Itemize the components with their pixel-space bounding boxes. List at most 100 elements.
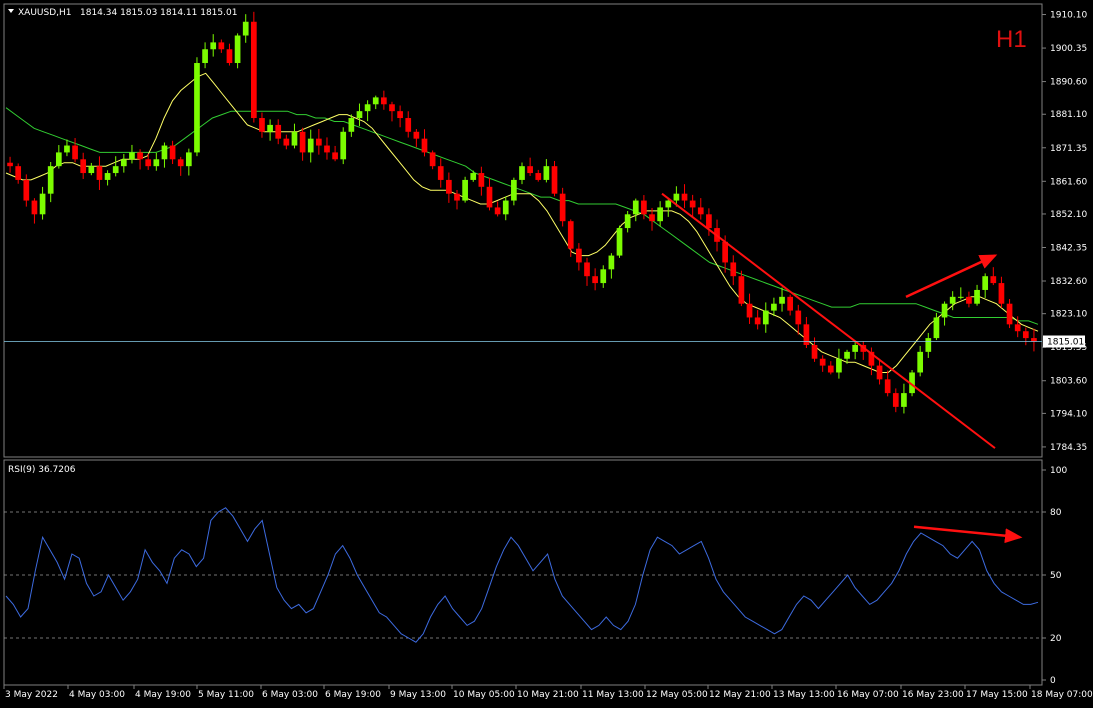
time-tick-label-9: 11 May 13:00 <box>582 690 644 700</box>
candle-111 <box>909 370 915 397</box>
price-tick-label-2: 1890.60 <box>1050 78 1087 88</box>
candle-13 <box>112 156 119 177</box>
price-tick-label-9: 1823.10 <box>1050 310 1087 320</box>
candle-body-2 <box>23 179 30 201</box>
candle-76 <box>624 210 631 233</box>
candle-54 <box>446 172 452 203</box>
candle-body-84 <box>689 200 696 208</box>
candle-52 <box>429 150 436 170</box>
candle-body-13 <box>112 166 119 174</box>
candle-body-50 <box>413 131 420 139</box>
price-panel-frame <box>3 3 1043 458</box>
candle-25 <box>210 34 217 57</box>
candle-body-125 <box>1022 331 1029 339</box>
candle-115 <box>941 301 948 326</box>
rsi-label: RSI(9) 36.7206 <box>8 465 76 475</box>
candle-body-68 <box>559 193 566 222</box>
candle-body-4 <box>39 193 46 215</box>
candle-body-95 <box>779 296 785 304</box>
ma-fast-line <box>5 72 1039 373</box>
candle-body-121 <box>990 276 997 284</box>
candle-body-45 <box>372 97 379 105</box>
candle-58 <box>478 166 485 196</box>
candle-body-1 <box>15 166 22 180</box>
candle-119 <box>974 284 980 306</box>
candle-62 <box>511 177 517 206</box>
symbol-dropdown-icon[interactable] <box>8 9 14 13</box>
rsi-down-arrow <box>913 525 1023 544</box>
candle-33 <box>275 119 282 145</box>
candle-body-36 <box>299 131 306 153</box>
candle-body-11 <box>96 166 103 180</box>
candle-17 <box>145 153 152 170</box>
candle-125 <box>1022 327 1029 346</box>
candle-94 <box>771 297 777 317</box>
candle-body-47 <box>389 104 395 112</box>
candle-body-71 <box>584 262 590 277</box>
candle-116 <box>949 291 956 311</box>
candle-10 <box>88 162 95 176</box>
price-tick-label-8: 1832.60 <box>1050 277 1087 287</box>
time-tick-label-3: 5 May 11:00 <box>198 690 254 700</box>
candle-body-104 <box>852 344 859 352</box>
candlesticks <box>7 11 1037 414</box>
candle-55 <box>454 189 460 210</box>
candle-11 <box>96 156 103 190</box>
candle-102 <box>836 348 842 379</box>
candle-body-59 <box>486 186 493 208</box>
candle-42 <box>348 114 355 137</box>
price-tick-label-5: 1861.60 <box>1050 177 1087 187</box>
candle-body-41 <box>340 131 347 160</box>
candle-74 <box>608 253 615 279</box>
candle-body-67 <box>551 166 558 194</box>
candle-body-32 <box>267 124 273 132</box>
candle-27 <box>226 43 233 66</box>
candle-body-74 <box>608 255 615 270</box>
candle-body-81 <box>665 200 672 208</box>
candle-body-53 <box>437 166 444 180</box>
candle-body-115 <box>941 303 948 318</box>
candle-106 <box>868 347 875 376</box>
candle-body-99 <box>811 344 818 359</box>
annotations <box>661 192 1023 544</box>
candle-21 <box>177 156 184 176</box>
time-tick-label-1: 4 May 03:00 <box>69 690 125 700</box>
candle-body-97 <box>795 310 802 325</box>
candle-1 <box>15 163 22 184</box>
candle-121 <box>990 267 997 286</box>
candle-48 <box>397 105 403 128</box>
candle-29 <box>242 14 249 43</box>
candle-body-8 <box>72 145 78 160</box>
candle-body-55 <box>454 193 460 201</box>
candle-0 <box>7 156 13 173</box>
candle-98 <box>803 316 810 349</box>
candle-body-58 <box>478 173 485 187</box>
candle-80 <box>657 201 663 227</box>
candle-body-109 <box>892 393 899 407</box>
candle-body-49 <box>405 118 412 132</box>
candle-body-12 <box>104 173 111 180</box>
candle-85 <box>697 198 704 220</box>
candle-4 <box>39 186 46 220</box>
candle-body-72 <box>592 276 598 284</box>
candle-body-39 <box>324 145 330 153</box>
time-tick-label-0: 3 May 2022 <box>5 690 58 700</box>
candle-24 <box>202 42 208 69</box>
symbol-label[interactable]: XAUUSD,H1 <box>18 8 72 18</box>
candle-46 <box>381 90 387 110</box>
price-up-arrow <box>905 254 998 298</box>
candle-72 <box>592 268 598 291</box>
candle-104 <box>852 341 859 360</box>
candle-body-106 <box>868 351 875 366</box>
ma-slow-line <box>5 107 1039 325</box>
current-price-box <box>1043 335 1085 348</box>
candle-56 <box>462 176 468 203</box>
candle-57 <box>470 170 477 182</box>
rsi-tick-label-2: 50 <box>1050 571 1062 581</box>
candle-body-79 <box>649 214 655 222</box>
candle-body-63 <box>519 166 525 180</box>
candle-body-82 <box>673 193 680 201</box>
rsi-tick-label-0: 100 <box>1050 466 1067 476</box>
candle-body-69 <box>567 221 574 249</box>
